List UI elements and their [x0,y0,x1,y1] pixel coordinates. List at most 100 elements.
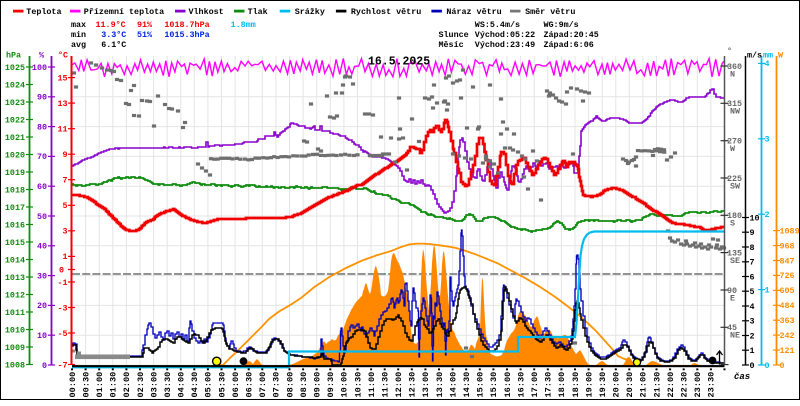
svg-text:Teplota: Teplota [26,7,61,17]
svg-text:00:30: 00:30 [81,372,91,398]
svg-text:22:30: 22:30 [680,372,690,398]
svg-text:SW: SW [730,181,741,191]
svg-text:1016: 1016 [5,220,25,230]
svg-text:23:00: 23:00 [693,372,703,398]
svg-text:1020: 1020 [5,150,25,160]
svg-text:04:00: 04:00 [177,372,187,398]
svg-text:1017: 1017 [5,203,25,213]
svg-text:1024: 1024 [5,80,25,90]
svg-text:21:30: 21:30 [652,372,662,398]
svg-text:91%: 91% [137,20,153,30]
svg-text:51%: 51% [137,30,153,40]
svg-text:121: 121 [780,346,795,356]
svg-text:%: % [39,51,45,61]
svg-text:20:00: 20:00 [612,372,622,398]
svg-text:15:30: 15:30 [489,372,499,398]
svg-text:15:00: 15:00 [476,372,486,398]
svg-text:21:00: 21:00 [639,372,649,398]
svg-text:WS:5.4m/s: WS:5.4m/s [475,20,520,30]
svg-text:270: 270 [727,136,742,146]
svg-text:12:30: 12:30 [408,372,418,398]
svg-text:09:00: 09:00 [313,372,323,398]
svg-text:02:30: 02:30 [136,372,146,398]
svg-text:-7: -7 [57,360,67,370]
svg-text:10: 10 [37,331,47,341]
svg-text:01:30: 01:30 [109,372,119,398]
svg-text:3: 3 [765,135,770,145]
svg-text:10:00: 10:00 [340,372,350,398]
svg-text:15: 15 [57,73,67,83]
svg-text:11:30: 11:30 [381,372,391,398]
svg-text:1015: 1015 [5,238,25,248]
svg-text:20:30: 20:30 [625,372,635,398]
svg-text:1023: 1023 [5,98,25,108]
svg-text:13: 13 [57,99,67,109]
svg-text:10: 10 [750,213,760,223]
svg-text:03:00: 03:00 [149,372,159,398]
svg-text:484: 484 [780,301,795,311]
svg-text:14:00: 14:00 [448,372,458,398]
svg-text:Slunce: Slunce [439,30,469,40]
svg-text:4: 4 [750,302,755,312]
svg-text:1008: 1008 [5,360,25,370]
svg-text:0: 0 [59,265,64,275]
svg-text:90: 90 [727,286,737,296]
svg-text:Vlhkost: Vlhkost [189,7,224,17]
svg-text:08:00: 08:00 [285,372,295,398]
svg-text:18:30: 18:30 [571,372,581,398]
svg-text:Náraz větru: Náraz větru [446,7,501,17]
svg-text:19:30: 19:30 [598,372,608,398]
svg-text:Tlak: Tlak [248,7,268,17]
svg-text:09:30: 09:30 [326,372,336,398]
svg-text:6: 6 [750,272,755,282]
svg-text:13:30: 13:30 [435,372,445,398]
svg-text:mm: mm [763,51,773,61]
svg-text:315: 315 [727,99,742,109]
svg-text:Srážky: Srážky [295,7,325,17]
svg-text:3.3°C: 3.3°C [101,30,126,40]
svg-text:4: 4 [765,59,770,69]
svg-text:Přízemní teplota: Přízemní teplota [84,7,164,17]
svg-text:W: W [730,144,736,154]
svg-text:70: 70 [37,152,47,162]
svg-text:1010: 1010 [5,325,25,335]
svg-text:80: 80 [37,122,47,132]
svg-text:2: 2 [750,331,755,341]
svg-text:360: 360 [727,62,742,72]
svg-text:0: 0 [765,361,770,371]
svg-text:02:00: 02:00 [122,372,132,398]
svg-text:m/s: m/s [747,51,762,61]
svg-text:N: N [730,69,735,79]
svg-text:45: 45 [727,323,737,333]
svg-text:726: 726 [780,271,795,281]
svg-text:100: 100 [32,63,47,73]
svg-text:11.9°C: 11.9°C [96,20,126,30]
svg-text:40: 40 [37,242,47,252]
svg-text:0: 0 [42,361,47,371]
svg-text:Východ:23:49: Východ:23:49 [475,40,535,50]
svg-text:-1: -1 [57,278,67,288]
svg-text:1018.7hPa: 1018.7hPa [164,20,209,30]
svg-text:968: 968 [780,241,795,251]
svg-text:3: 3 [750,317,755,327]
svg-text:18:00: 18:00 [557,372,567,398]
svg-text:05:00: 05:00 [204,372,214,398]
svg-text:1014: 1014 [5,255,25,265]
svg-text:13:00: 13:00 [421,372,431,398]
svg-text:1013: 1013 [5,273,25,283]
svg-text:225: 225 [727,174,742,184]
svg-text:Západ:6:06: Západ:6:06 [544,40,594,50]
svg-text:01:00: 01:00 [95,372,105,398]
svg-text:-5: -5 [57,329,67,339]
svg-text:1.8mm: 1.8mm [231,20,256,30]
svg-text:Rychlost větru: Rychlost větru [351,7,421,17]
svg-text:1011: 1011 [5,308,25,318]
svg-text:10:30: 10:30 [353,372,363,398]
svg-text:E: E [730,293,735,303]
svg-text:16:30: 16:30 [516,372,526,398]
svg-text:1022: 1022 [5,115,25,125]
svg-text:180: 180 [727,211,742,221]
svg-text:847: 847 [780,256,795,266]
svg-text:1: 1 [750,346,755,356]
svg-text:16:00: 16:00 [503,372,513,398]
